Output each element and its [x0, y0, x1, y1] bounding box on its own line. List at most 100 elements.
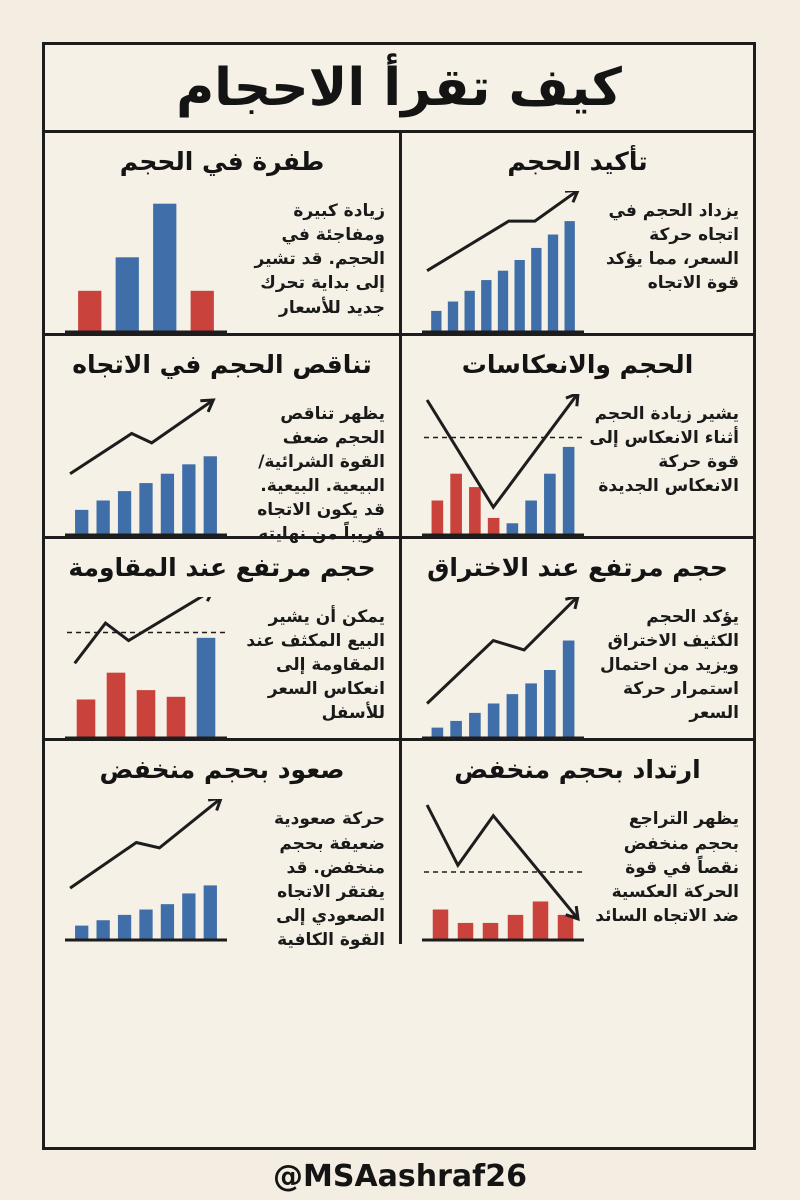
panel-description: يزداد الحجم في اتجاه حركة السعر، مما يؤك…	[605, 201, 739, 294]
panel-chart	[422, 596, 584, 740]
volume-bar	[457, 923, 474, 940]
arrow-head	[200, 398, 216, 413]
panel-title: تأكيد الحجم	[507, 147, 648, 176]
volume-bar	[431, 727, 444, 737]
panel-chart	[422, 804, 584, 942]
volume-bar	[203, 885, 217, 940]
volume-bar	[450, 473, 462, 534]
volume-bar	[153, 203, 177, 331]
infographic-frame: كيف تقرأ الاحجام طفرة في الحجم زيادة كبير…	[42, 42, 756, 1150]
panel-description: يشير زيادة الحجم أثناء الانعكاس إلى قوة …	[589, 403, 739, 497]
panel-title: تناقص الحجم في الاتجاه	[72, 349, 372, 379]
panel-title: ارتداد بحجم منخفض	[454, 755, 701, 785]
panel-chart	[65, 203, 227, 334]
panel-chart	[422, 393, 584, 537]
volume-bar	[564, 221, 575, 331]
volume-bar	[432, 909, 449, 940]
panel-declining-volume: تناقص الحجم في الاتجاه يظهر تناقص الحجم ض…	[45, 336, 399, 544]
author-handle: @MSAashraf26	[273, 1158, 527, 1194]
volume-bar	[196, 637, 216, 737]
panel-title: حجم مرتفع عند المقاومة	[68, 552, 376, 582]
panel-low-volume-rise: صعود بحجم منخفض حركة صعودية ضعيفة بحجم من…	[45, 741, 399, 950]
panel-title: طفرة في الحجم	[119, 147, 325, 176]
volume-bar	[78, 290, 102, 331]
price-line	[73, 596, 204, 664]
arrow-head	[205, 596, 212, 602]
price-line	[69, 398, 215, 475]
price-line	[425, 393, 580, 510]
panel-title: صعود بحجم منخفض	[99, 755, 345, 785]
arrow-head	[565, 596, 580, 609]
panel-volume-spike: طفرة في الحجم زيادة كبيرة ومفاجئة في الحج…	[45, 133, 399, 336]
price-line	[426, 191, 579, 272]
volume-bar	[525, 682, 537, 737]
panel-description: يمكن أن يشير البيع المكثف عند المقاومة إ…	[246, 606, 385, 724]
page-title: كيف تقرأ الاحجام	[176, 57, 622, 118]
volume-bar	[562, 640, 575, 737]
panel-description: يظهر التراجع بحجم منخفض نقصاً في قوة الح…	[595, 809, 739, 926]
panel-description: يؤكد الحجم الكثيف الاختراق ويزيد من احتم…	[600, 606, 739, 724]
panel-grid: طفرة في الحجم زيادة كبيرة ومفاجئة في الحج…	[45, 133, 753, 1147]
panel-high-volume-resistance: حجم مرتفع عند المقاومة يمكن أن يشير البيع…	[45, 539, 399, 742]
panel-description: زيادة كبيرة ومفاجئة في الحجم. قد تشير إل…	[254, 201, 386, 318]
panel-description: يظهر تناقص الحجم ضعف القوة الشرائية/البي…	[257, 403, 385, 545]
volume-bar	[531, 247, 542, 331]
price-line	[425, 804, 580, 921]
arrow-head	[565, 393, 580, 407]
volume-bar	[544, 473, 556, 534]
panel-chart	[65, 596, 227, 740]
panel-volume-confirmation: تأكيد الحجم يزداد الحجم في اتجاه حركة الس…	[399, 133, 753, 336]
volume-bar	[182, 893, 196, 940]
panel-title: الحجم والانعكاسات	[461, 349, 694, 379]
volume-bar	[139, 482, 153, 534]
volume-bar	[96, 920, 110, 940]
volume-bar	[190, 290, 214, 331]
volume-bar	[487, 703, 500, 737]
volume-bar	[75, 509, 89, 534]
volume-bar	[182, 464, 196, 534]
panel-low-volume-pullback: ارتداد بحجم منخفض يظهر التراجع بحجم منخفض…	[399, 741, 753, 945]
volume-bar	[482, 923, 499, 940]
volume-bar	[547, 234, 559, 331]
volume-bar	[139, 909, 153, 940]
volume-bar	[525, 500, 537, 534]
volume-bar	[117, 915, 132, 940]
panel-chart	[422, 191, 584, 334]
volume-bar	[115, 257, 139, 331]
panel-chart	[65, 799, 227, 942]
panel-description: حركة صعودية ضعيفة بحجم منخفض. قد يفتقر ا…	[273, 809, 385, 951]
volume-bar	[166, 696, 186, 737]
volume-bar	[514, 259, 525, 331]
volume-bar	[507, 915, 524, 940]
volume-bar	[481, 280, 492, 331]
title-row: كيف تقرأ الاحجام	[45, 45, 753, 133]
volume-bar	[506, 693, 519, 737]
volume-bar	[544, 669, 556, 737]
volume-bar	[431, 310, 442, 331]
arrow-head	[565, 191, 580, 203]
arrow-head	[207, 799, 223, 812]
volume-bar	[117, 490, 132, 534]
price-line	[426, 596, 580, 705]
volume-bar	[106, 672, 126, 737]
volume-bar	[431, 500, 444, 534]
volume-bar	[160, 904, 175, 940]
volume-bar	[160, 473, 175, 534]
volume-bar	[532, 901, 549, 940]
volume-bar	[450, 720, 462, 737]
volume-bar	[506, 523, 519, 534]
volume-bar	[487, 517, 500, 534]
volume-bar	[469, 486, 481, 534]
volume-bar	[469, 712, 481, 737]
volume-bar	[75, 925, 89, 940]
panel-volume-reversals: الحجم والانعكاسات يشير زيادة الحجم أثناء …	[399, 335, 753, 539]
volume-bar	[464, 290, 475, 331]
arrow-head	[565, 906, 580, 922]
volume-bar	[497, 270, 509, 331]
panel-high-volume-breakout: حجم مرتفع عند الاختراق يؤكد الحجم الكثيف …	[399, 538, 753, 742]
volume-bar	[203, 456, 217, 534]
price-line	[69, 799, 222, 890]
volume-bar	[557, 915, 574, 940]
volume-bar	[562, 446, 575, 534]
volume-bar	[76, 699, 96, 737]
